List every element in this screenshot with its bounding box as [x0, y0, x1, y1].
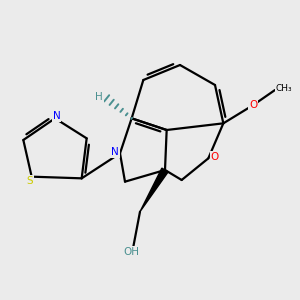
Text: O: O: [211, 152, 219, 162]
Polygon shape: [140, 168, 168, 212]
Text: CH₃: CH₃: [276, 84, 292, 93]
Text: N: N: [53, 111, 61, 121]
Text: S: S: [27, 176, 33, 186]
Text: OH: OH: [124, 247, 140, 257]
Text: O: O: [249, 100, 257, 110]
Text: H: H: [95, 92, 103, 102]
Text: N: N: [111, 147, 119, 157]
